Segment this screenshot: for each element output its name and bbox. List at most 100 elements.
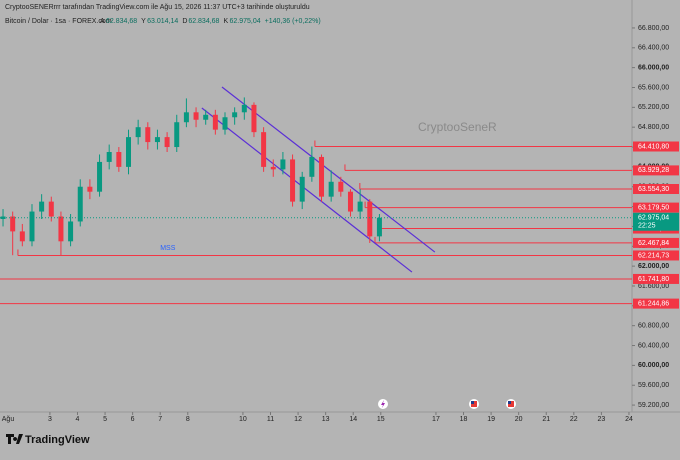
candle-body: [319, 156, 325, 197]
x-tick-label: 5: [103, 416, 107, 423]
ohlc-key: K: [223, 18, 228, 25]
level-label: 62.214,73: [638, 252, 669, 259]
candle-body: [299, 176, 305, 202]
trend-line: [221, 86, 436, 253]
x-tick-label: 10: [239, 416, 247, 423]
x-tick-label: 8: [186, 416, 190, 423]
level-label-bg: [633, 273, 679, 284]
candle-body: [183, 112, 189, 123]
candle-body: [212, 114, 218, 130]
candle-body: [270, 166, 276, 170]
x-tick-label: 12: [294, 416, 302, 423]
candle-body: [48, 201, 54, 217]
candle-body: [10, 216, 16, 232]
x-tick-label: 19: [487, 416, 495, 423]
ohlc-value: 62.834,68: [188, 18, 219, 25]
y-tick-label: 61.600,00: [638, 283, 669, 290]
ohlc-value: 62.975,04: [229, 18, 260, 25]
candle-body: [58, 216, 64, 242]
countdown: 22:25: [638, 223, 656, 230]
y-tick-label: 60.400,00: [638, 342, 669, 349]
candle-body: [164, 137, 170, 148]
x-tick-label: 17: [432, 416, 440, 423]
y-tick-label: 60.000,00: [638, 362, 669, 369]
flash-icon: [378, 399, 388, 409]
ohlc-key: D: [182, 18, 187, 25]
x-tick-label: Ağu: [2, 416, 15, 423]
ohlc-key: Y: [141, 18, 146, 25]
level-label: 64.410,80: [638, 143, 669, 150]
level-label: 61.741,80: [638, 276, 669, 283]
flag-icon: [506, 399, 516, 409]
candle-body: [338, 181, 344, 192]
candle-body: [357, 201, 363, 212]
x-tick-label: 7: [158, 416, 162, 423]
candle-body: [193, 112, 199, 120]
y-tick-label: 60.800,00: [638, 323, 669, 330]
brand: TradingView: [25, 434, 90, 446]
x-tick-label: 15: [377, 416, 385, 423]
candle-body: [222, 117, 228, 130]
candle-body: [241, 104, 247, 113]
y-tick-label: 66.800,00: [638, 25, 669, 32]
ohlc-value: 62.834,68: [106, 18, 137, 25]
level-label-bg: [633, 165, 679, 176]
trend-line: [201, 107, 413, 273]
candle-body: [309, 156, 315, 177]
candle-body: [376, 217, 382, 237]
candle-body: [232, 112, 238, 118]
level-label: 63.554,30: [638, 186, 669, 193]
x-tick-label: 6: [131, 416, 135, 423]
symbol: Bitcoin / Dolar · 1sa · FOREX.com: [5, 18, 112, 25]
x-tick-label: 14: [349, 416, 357, 423]
x-tick-label: 23: [597, 416, 605, 423]
candle-body: [135, 127, 141, 138]
candle-body: [261, 132, 267, 167]
x-tick-label: 11: [267, 416, 274, 423]
level-label: 63.179,50: [638, 204, 669, 211]
logo: [6, 434, 23, 444]
candle-body: [203, 114, 209, 120]
candle-body: [19, 231, 25, 242]
level-label: 63.929,28: [638, 167, 669, 174]
candle-body: [251, 104, 257, 133]
annotation: MSS: [160, 245, 176, 252]
y-tick-label: 59.600,00: [638, 382, 669, 389]
y-tick-label: 64.800,00: [638, 124, 669, 131]
x-tick-label: 24: [625, 416, 633, 423]
candle-body: [347, 191, 353, 212]
change: +140,36 (+0,22%): [265, 18, 321, 25]
ohlc: A 62.834,68 Y 63.014,14 D 62.834,68 K 62.975,04…: [100, 18, 321, 25]
y-tick-label: 66.400,00: [638, 45, 669, 52]
current-label-bg: [633, 212, 679, 231]
candle-body: [106, 151, 112, 162]
candle-body: [154, 137, 160, 143]
watermark: CryptooSeneR: [418, 120, 497, 134]
x-tick-label: 20: [515, 416, 523, 423]
candle-body: [77, 186, 83, 222]
level-label: 62.467,84: [638, 240, 669, 247]
candle-body: [145, 127, 151, 143]
level-label-bg: [633, 250, 679, 261]
candle-body: [367, 201, 373, 237]
candle-body: [116, 151, 122, 167]
y-tick-label: 66.000,00: [638, 64, 669, 71]
level-label-bg: [633, 298, 679, 309]
y-tick-label: 59.200,00: [638, 402, 669, 409]
x-tick-label: 18: [460, 416, 468, 423]
x-tick-label: 3: [48, 416, 52, 423]
level-label: 61.244,86: [638, 300, 669, 307]
candle-body: [68, 221, 74, 242]
x-tick-label: 21: [542, 416, 550, 423]
level-label-bg: [633, 184, 679, 195]
x-tick-label: 4: [76, 416, 80, 423]
level-label-bg: [633, 141, 679, 152]
y-tick-label: 65.200,00: [638, 104, 669, 111]
current-label: 62.975,04: [638, 215, 669, 222]
y-tick-label: 62.000,00: [638, 263, 669, 270]
candle-body: [97, 161, 103, 192]
ohlc-value: 63.014,14: [147, 18, 178, 25]
